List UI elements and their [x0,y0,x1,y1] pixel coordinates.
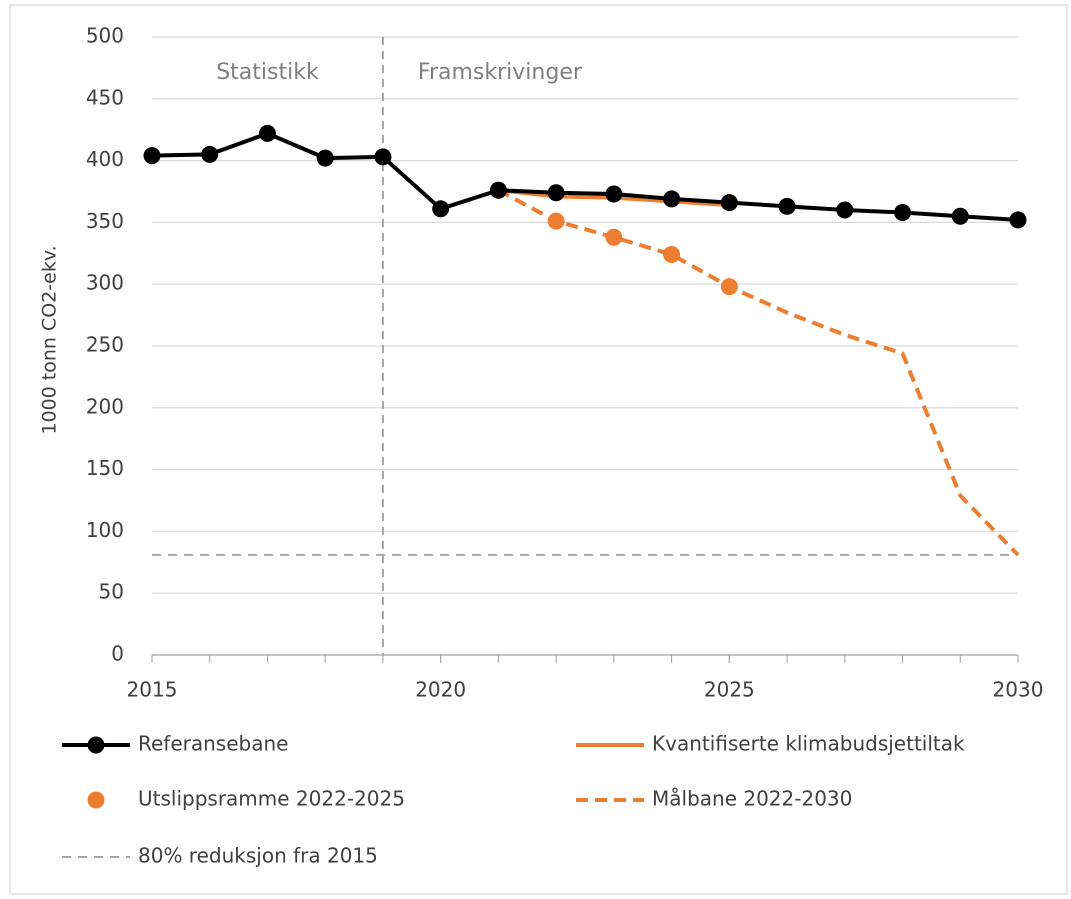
legend-item: Kvantifiserte klimabudsjettiltak [576,732,965,756]
series-line [151,131,1019,222]
y-tick-label: 300 [86,271,124,295]
legend-marker [87,736,105,754]
legend-item: Målbane 2022-2030 [576,787,852,811]
data-point [663,190,681,208]
y-tick-label: 400 [86,147,124,171]
data-point [663,246,681,264]
data-point [547,184,565,202]
y-tick-label: 200 [86,394,124,418]
y-tick-label: 100 [86,518,124,542]
x-tick-label: 2020 [415,678,466,702]
y-tick-label: 50 [99,580,124,604]
legend-label: 80% reduksjon fra 2015 [138,844,378,868]
legend-item: 80% reduksjon fra 2015 [62,844,378,868]
annotation: Statistikk [216,60,319,85]
y-tick-label: 250 [86,333,124,357]
data-point [836,201,854,219]
data-point [489,181,507,199]
y-tick-label: 150 [86,456,124,480]
legend-label: Målbane 2022-2030 [652,787,852,811]
y-tick-label: 450 [86,85,124,109]
data-point [951,207,969,225]
data-point [432,200,450,218]
data-point [374,148,392,166]
legend-label: Kvantifiserte klimabudsjettiltak [652,732,965,756]
data-point [778,197,796,215]
data-point [547,212,565,230]
data-point [143,147,161,165]
legend-item: Referansebane [62,732,288,756]
legend-label: Utslippsramme 2022-2025 [138,787,405,811]
y-axis-label: 1000 tonn CO2-ekv. [39,245,61,434]
data-point [201,145,219,163]
x-tick-label: 2025 [704,678,755,702]
legend-label: Referansebane [138,732,288,756]
x-tick-label: 2015 [127,678,178,702]
x-tick-label: 2030 [993,678,1044,702]
data-point [605,185,623,203]
legend-marker [87,791,105,809]
data-point [894,204,912,222]
chart-frame [9,4,1068,895]
data-point [605,228,623,246]
data-point [1009,211,1027,229]
data-point [720,278,738,296]
y-tick-label: 500 [86,24,124,48]
data-point [720,194,738,212]
annotation: Framskrivinger [418,60,583,85]
data-point [258,124,276,142]
y-tick-label: 350 [86,209,124,233]
data-point [316,149,334,167]
legend-item: Utslippsramme 2022-2025 [87,787,405,811]
series-line [497,188,1020,557]
y-tick-label: 0 [111,642,124,666]
